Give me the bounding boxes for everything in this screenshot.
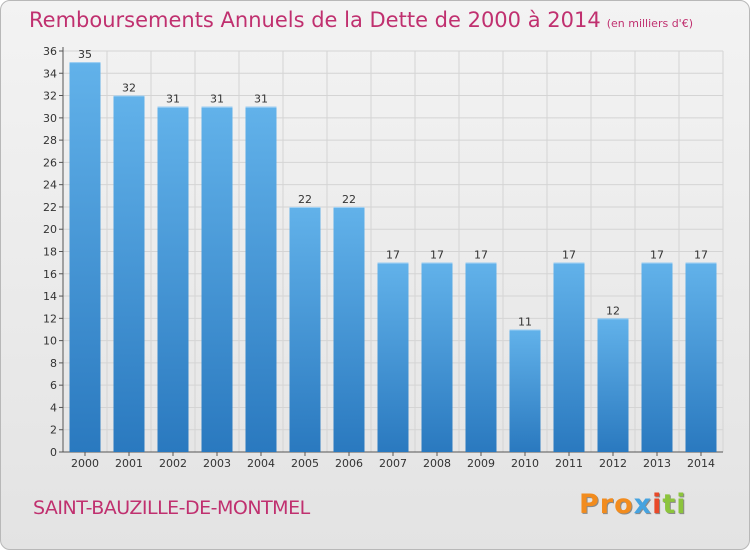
proxiti-logo[interactable]: Proxiti — [579, 489, 687, 520]
data-label: 12 — [606, 304, 620, 317]
bar — [597, 318, 629, 452]
commune-name: SAINT-BAUZILLE-DE-MONTMEL — [33, 497, 310, 519]
bar — [641, 262, 673, 452]
bar — [377, 262, 409, 452]
y-tick-label: 36 — [43, 45, 57, 58]
logo-part: ti — [662, 489, 687, 520]
y-tick-label: 18 — [43, 246, 57, 259]
y-tick-label: 28 — [43, 134, 57, 147]
x-tick-label: 2003 — [203, 457, 231, 470]
x-tick-label: 2002 — [159, 457, 187, 470]
y-tick-label: 24 — [43, 179, 57, 192]
y-tick-label: 26 — [43, 156, 57, 169]
y-tick-label: 16 — [43, 268, 57, 281]
y-tick-label: 12 — [43, 312, 57, 325]
bar — [421, 262, 453, 452]
data-label: 17 — [562, 249, 576, 262]
data-label: 17 — [694, 249, 708, 262]
bar — [465, 262, 497, 452]
x-tick-label: 2010 — [511, 457, 539, 470]
data-label: 32 — [122, 82, 136, 95]
y-tick-label: 22 — [43, 201, 57, 214]
labels: 35 2000 32 2001 31 2002 31 2003 31 2004 22 2005 22 20… — [71, 48, 715, 470]
bar — [289, 206, 321, 452]
bar — [113, 95, 145, 453]
data-label: 31 — [166, 93, 180, 106]
logo-part: Pro — [579, 489, 634, 520]
x-tick-label: 2008 — [423, 457, 451, 470]
y-tick-label: 6 — [50, 379, 57, 392]
bars — [69, 62, 717, 453]
data-label: 31 — [210, 93, 224, 106]
y-tick-label: 20 — [43, 223, 57, 236]
y-tick-label: 4 — [50, 401, 57, 414]
bar — [69, 62, 101, 453]
y-tick-label: 14 — [43, 290, 57, 303]
data-label: 17 — [474, 249, 488, 262]
chart-title: Remboursements Annuels de la Dette de 20… — [29, 8, 693, 32]
bar — [333, 206, 365, 452]
data-label: 22 — [298, 193, 312, 206]
logo-part: i — [652, 489, 663, 520]
title-text: Remboursements Annuels de la Dette de 20… — [29, 8, 601, 32]
data-label: 17 — [430, 249, 444, 262]
logo-part: x — [633, 489, 653, 520]
bar — [553, 262, 585, 452]
x-tick-label: 2005 — [291, 457, 319, 470]
y-tick-label: 8 — [50, 357, 57, 370]
data-label: 17 — [386, 249, 400, 262]
data-label: 11 — [518, 315, 532, 328]
x-tick-label: 2012 — [599, 457, 627, 470]
bar — [157, 106, 189, 452]
x-tick-label: 2004 — [247, 457, 275, 470]
x-tick-label: 2007 — [379, 457, 407, 470]
x-tick-label: 2013 — [643, 457, 671, 470]
data-label: 22 — [342, 193, 356, 206]
x-tick-label: 2014 — [687, 457, 715, 470]
x-tick-label: 2001 — [115, 457, 143, 470]
bar — [509, 329, 541, 452]
y-tick-label: 34 — [43, 67, 57, 80]
y-tick-label: 2 — [50, 424, 57, 437]
y-tick-label: 10 — [43, 335, 57, 348]
x-tick-label: 2006 — [335, 457, 363, 470]
data-label: 35 — [78, 48, 92, 61]
data-label: 31 — [254, 93, 268, 106]
y-tick-label: 0 — [50, 446, 57, 459]
bar — [245, 106, 277, 452]
bar — [685, 262, 717, 452]
y-tick-label: 30 — [43, 112, 57, 125]
y-tick-label: 32 — [43, 90, 57, 103]
x-tick-label: 2011 — [555, 457, 583, 470]
data-label: 17 — [650, 249, 664, 262]
x-tick-label: 2000 — [71, 457, 99, 470]
bar — [201, 106, 233, 452]
title-unit: (en milliers d'€) — [606, 17, 693, 30]
x-tick-label: 2009 — [467, 457, 495, 470]
